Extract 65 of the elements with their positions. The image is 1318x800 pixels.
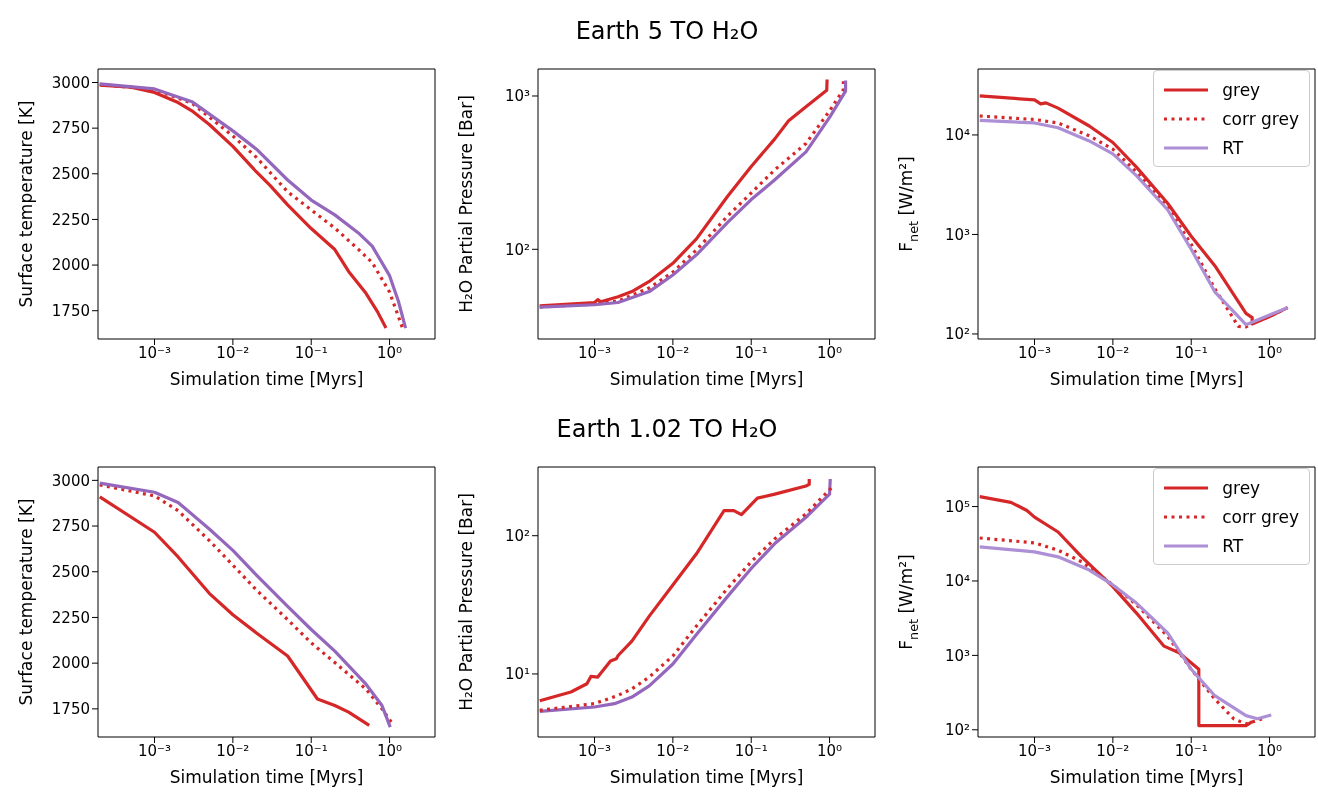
x-tick-label: 10⁻² [1096, 343, 1130, 362]
x-tick-label: 10⁻¹ [734, 741, 768, 760]
x-tick-label: 10⁻³ [138, 343, 172, 362]
x-tick-label: 10⁰ [377, 741, 403, 760]
y-tick-label: 1750 [51, 302, 90, 321]
x-tick-label: 10⁻² [656, 343, 690, 362]
x-axis-title: Simulation time [Myrs] [169, 767, 364, 787]
x-tick-label: 10⁻³ [138, 741, 172, 760]
y-tick-label: 2250 [51, 210, 90, 229]
x-tick-label: 10⁻² [656, 741, 690, 760]
y-tick-label: 10¹ [504, 665, 530, 684]
y-tick-label: 1750 [51, 700, 90, 719]
x-tick-label: 10⁻² [216, 343, 250, 362]
legend-label: grey [1222, 477, 1261, 498]
x-tick-label: 10⁻² [216, 741, 250, 760]
y-axis-title: Surface temperature [K] [16, 100, 36, 308]
x-axis-title: Simulation time [Myrs] [609, 369, 804, 389]
y-axis-title: H₂O Partial Pressure [Bar] [456, 493, 476, 711]
legend-label: RT [1222, 137, 1244, 158]
y-axis-title: H₂O Partial Pressure [Bar] [456, 95, 476, 313]
x-tick-label: 10⁻¹ [734, 343, 768, 362]
y-tick-label: 2000 [51, 654, 90, 673]
x-tick-label: 10⁻³ [578, 343, 612, 362]
y-tick-label: 2750 [51, 119, 90, 138]
y-tick-label: 10² [504, 527, 530, 546]
y-tick-label: 2000 [51, 256, 90, 275]
chart-title: Earth 1.02 TO H₂O [555, 414, 779, 445]
y-tick-label: 10³ [944, 646, 970, 665]
y-tick-label: 3000 [51, 73, 90, 92]
y-tick-label: 10⁴ [944, 572, 970, 591]
legend-label: corr grey [1222, 506, 1299, 527]
chart-title: Earth 5 TO H₂O [574, 16, 760, 47]
y-tick-label: 2750 [51, 517, 90, 536]
x-tick-label: 10⁻² [1096, 741, 1130, 760]
y-axis-title: Surface temperature [K] [16, 498, 36, 706]
x-tick-label: 10⁻¹ [1174, 343, 1208, 362]
y-tick-label: 10² [944, 721, 970, 740]
x-axis-title: Simulation time [Myrs] [169, 369, 364, 389]
x-tick-label: 10⁰ [817, 343, 843, 362]
x-tick-label: 10⁻³ [578, 741, 612, 760]
y-tick-label: 2250 [51, 608, 90, 627]
legend-label: RT [1222, 535, 1244, 556]
x-axis-title: Simulation time [Myrs] [609, 767, 804, 787]
y-tick-label: 10³ [944, 225, 970, 244]
x-tick-label: 10⁻¹ [1174, 741, 1208, 760]
y-tick-label: 3000 [51, 471, 90, 490]
legend-label: corr grey [1222, 108, 1299, 129]
x-tick-label: 10⁰ [1257, 741, 1283, 760]
y-tick-label: 10⁴ [944, 126, 970, 145]
x-tick-label: 10⁰ [377, 343, 403, 362]
x-tick-label: 10⁻³ [1018, 741, 1052, 760]
legend-label: grey [1222, 79, 1261, 100]
x-tick-label: 10⁰ [1257, 343, 1283, 362]
x-axis-title: Simulation time [Myrs] [1049, 369, 1244, 389]
x-tick-label: 10⁻¹ [294, 741, 328, 760]
y-tick-label: 2500 [51, 563, 90, 582]
x-axis-title: Simulation time [Myrs] [1049, 767, 1244, 787]
y-tick-label: 10⁵ [944, 497, 970, 516]
x-tick-label: 10⁻³ [1018, 343, 1052, 362]
y-tick-label: 10² [504, 240, 530, 259]
x-tick-label: 10⁻¹ [294, 343, 328, 362]
y-tick-label: 10³ [504, 87, 530, 106]
x-tick-label: 10⁰ [817, 741, 843, 760]
y-tick-label: 2500 [51, 165, 90, 184]
y-tick-label: 10² [944, 325, 970, 344]
